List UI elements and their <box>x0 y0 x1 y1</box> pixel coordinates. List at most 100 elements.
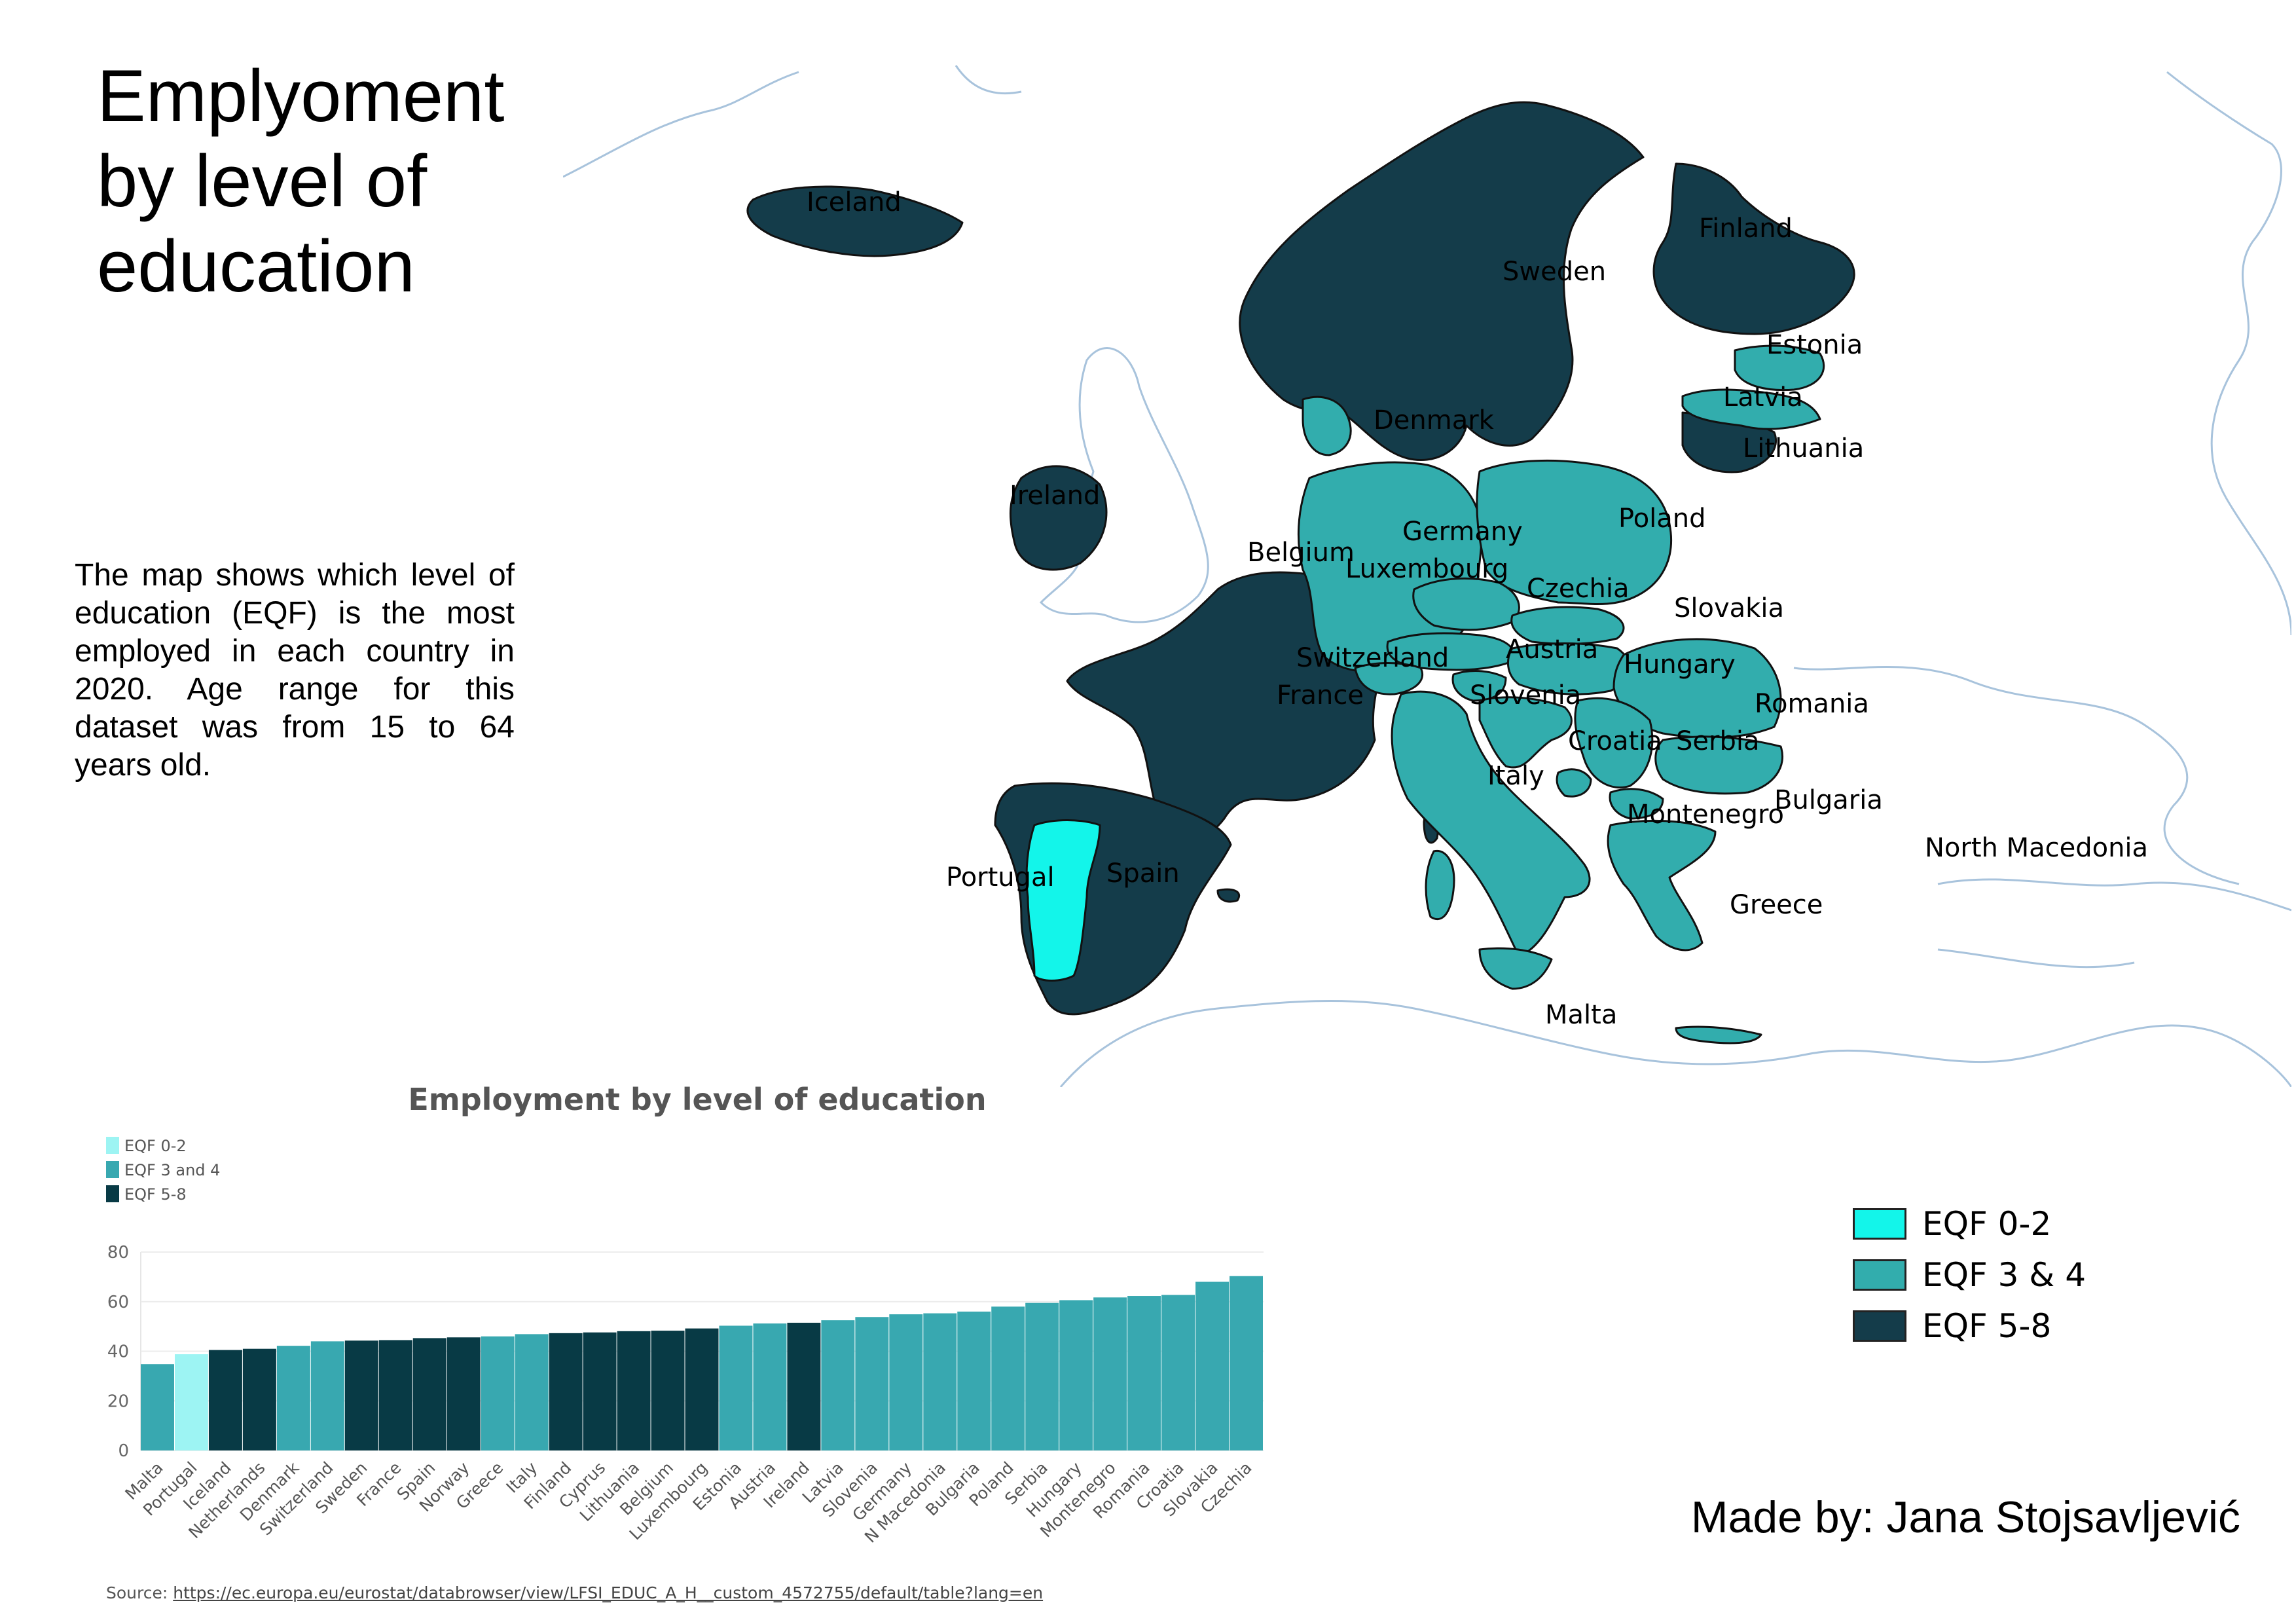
chart-legend-swatch <box>106 1161 119 1178</box>
map-label-belgium: Belgium <box>1247 538 1355 568</box>
page-title: Emplyoment by level of education <box>97 55 505 307</box>
bar-poland[interactable] <box>991 1306 1025 1450</box>
map-label-hungary: Hungary <box>1624 650 1736 680</box>
map-label-denmark: Denmark <box>1374 405 1495 435</box>
bar-spain[interactable] <box>412 1338 446 1450</box>
eqf-0-2-countries <box>1025 819 1101 982</box>
country-scandinavia[interactable] <box>1239 101 1645 462</box>
bar-estonia[interactable] <box>719 1325 753 1450</box>
map-legend-item: EQF 5-8 <box>1853 1301 2086 1352</box>
bar-slovakia[interactable] <box>1195 1282 1230 1450</box>
country-sardinia[interactable] <box>1425 849 1455 921</box>
country-finland[interactable] <box>1652 162 1855 335</box>
country-croatia[interactable] <box>1478 696 1573 769</box>
bar-norway[interactable] <box>446 1337 481 1450</box>
bar-iceland[interactable] <box>208 1350 242 1450</box>
bar-ireland[interactable] <box>787 1322 821 1450</box>
bar-lithuania[interactable] <box>617 1331 651 1450</box>
bar-montenegro[interactable] <box>1093 1297 1127 1450</box>
map-label-italy: Italy <box>1487 761 1544 791</box>
bar-italy[interactable] <box>515 1334 549 1450</box>
bar-luxembourg[interactable] <box>685 1328 719 1450</box>
bar-germany[interactable] <box>889 1314 923 1450</box>
country-poland[interactable] <box>1476 459 1673 605</box>
bar-finland[interactable] <box>549 1333 583 1450</box>
source-link[interactable]: https://ec.europa.eu/eurostat/databrowse… <box>173 1583 1044 1602</box>
y-tick-label: 20 <box>107 1392 129 1411</box>
bar-malta[interactable] <box>141 1364 174 1450</box>
russia-coast <box>1793 497 2291 885</box>
map-label-austria: Austria <box>1506 635 1598 665</box>
bar-czechia[interactable] <box>1230 1276 1263 1450</box>
country-crete[interactable] <box>1675 1025 1762 1044</box>
chart-x-labels: MaltaPortugalIcelandNetherlandsDenmarkSw… <box>121 1458 1255 1545</box>
bar-netherlands[interactable] <box>242 1348 276 1450</box>
bar-bulgaria[interactable] <box>957 1311 991 1450</box>
europe-map: Iceland Finland Sweden Estonia Latvia Li… <box>563 65 2291 1087</box>
chart-legend-swatch <box>106 1185 119 1202</box>
map-description: The map shows which level of education (… <box>75 558 515 783</box>
map-label-spain: Spain <box>1106 858 1180 889</box>
bar-greece[interactable] <box>481 1336 515 1450</box>
bar-austria[interactable] <box>753 1323 787 1450</box>
bar-hungary[interactable] <box>1059 1300 1093 1450</box>
chart-legend-label: EQF 3 and 4 <box>124 1161 220 1179</box>
map-label-croatia: Croatia <box>1568 726 1662 756</box>
bar-cyprus[interactable] <box>583 1332 617 1450</box>
bar-slovenia[interactable] <box>855 1317 889 1450</box>
country-slovenia[interactable] <box>1451 670 1507 702</box>
map-label-malta: Malta <box>1545 1000 1617 1030</box>
bar-croatia[interactable] <box>1161 1295 1195 1450</box>
country-switzerland[interactable] <box>1354 662 1423 695</box>
map-label-portugal: Portugal <box>946 862 1055 893</box>
employment-bar-chart: Employment by level of education EQF 0-2… <box>106 1084 1264 1545</box>
source-prefix: Source: <box>106 1583 173 1602</box>
country-romania[interactable] <box>1613 638 1782 739</box>
y-tick-label: 80 <box>107 1243 129 1263</box>
map-label-france: France <box>1277 680 1364 710</box>
bar-portugal[interactable] <box>174 1354 208 1450</box>
bar-sweden[interactable] <box>344 1340 378 1450</box>
country-balearics[interactable] <box>1216 888 1240 903</box>
map-label-slovakia: Slovakia <box>1674 593 1784 623</box>
country-latvia[interactable] <box>1681 388 1821 430</box>
bar-switzerland[interactable] <box>310 1341 344 1450</box>
bar-denmark[interactable] <box>276 1346 310 1450</box>
legend-swatch-eqf-3-4 <box>1853 1259 1906 1291</box>
eqf-3-4-countries <box>1297 344 1825 1044</box>
map-label-bulgaria: Bulgaria <box>1774 785 1883 815</box>
country-italy[interactable] <box>1391 690 1591 957</box>
map-label-switzerland: Switzerland <box>1296 643 1449 673</box>
legend-label-eqf-5-8: EQF 5-8 <box>1922 1307 2052 1345</box>
bar-belgium[interactable] <box>651 1331 685 1450</box>
country-ireland[interactable] <box>1010 465 1108 571</box>
bar-latvia[interactable] <box>821 1320 855 1450</box>
map-label-estonia: Estonia <box>1766 330 1863 360</box>
chart-legend-swatch <box>106 1137 119 1154</box>
map-label-iceland: Iceland <box>807 187 902 217</box>
country-estonia[interactable] <box>1734 344 1825 392</box>
country-serbia[interactable] <box>1574 697 1654 789</box>
bar-n-macedonia[interactable] <box>923 1313 957 1450</box>
map-label-romania: Romania <box>1755 689 1869 719</box>
country-hungary[interactable] <box>1506 642 1630 695</box>
bar-serbia[interactable] <box>1025 1302 1059 1450</box>
map-legend-item: EQF 0-2 <box>1853 1198 2086 1249</box>
country-portugal[interactable] <box>1025 819 1101 982</box>
country-iceland[interactable] <box>746 185 964 257</box>
scandinavia-coast <box>2166 71 2282 498</box>
map-label-slovenia: Slovenia <box>1470 680 1581 710</box>
map-legend: EQF 0-2 EQF 3 & 4 EQF 5-8 <box>1853 1198 2086 1352</box>
bar-france[interactable] <box>378 1340 412 1450</box>
country-north-macedonia[interactable] <box>1609 788 1664 820</box>
bar-romania[interactable] <box>1127 1296 1161 1450</box>
country-denmark[interactable] <box>1302 396 1352 456</box>
map-label-latvia: Latvia <box>1723 382 1803 413</box>
country-sicily[interactable] <box>1478 947 1553 990</box>
turkey-coast <box>1937 878 2291 969</box>
country-greece[interactable] <box>1607 819 1717 951</box>
country-slovakia[interactable] <box>1510 606 1625 645</box>
country-bulgaria[interactable] <box>1654 735 1784 795</box>
country-czechia[interactable] <box>1412 577 1520 631</box>
country-montenegro[interactable] <box>1556 768 1592 798</box>
